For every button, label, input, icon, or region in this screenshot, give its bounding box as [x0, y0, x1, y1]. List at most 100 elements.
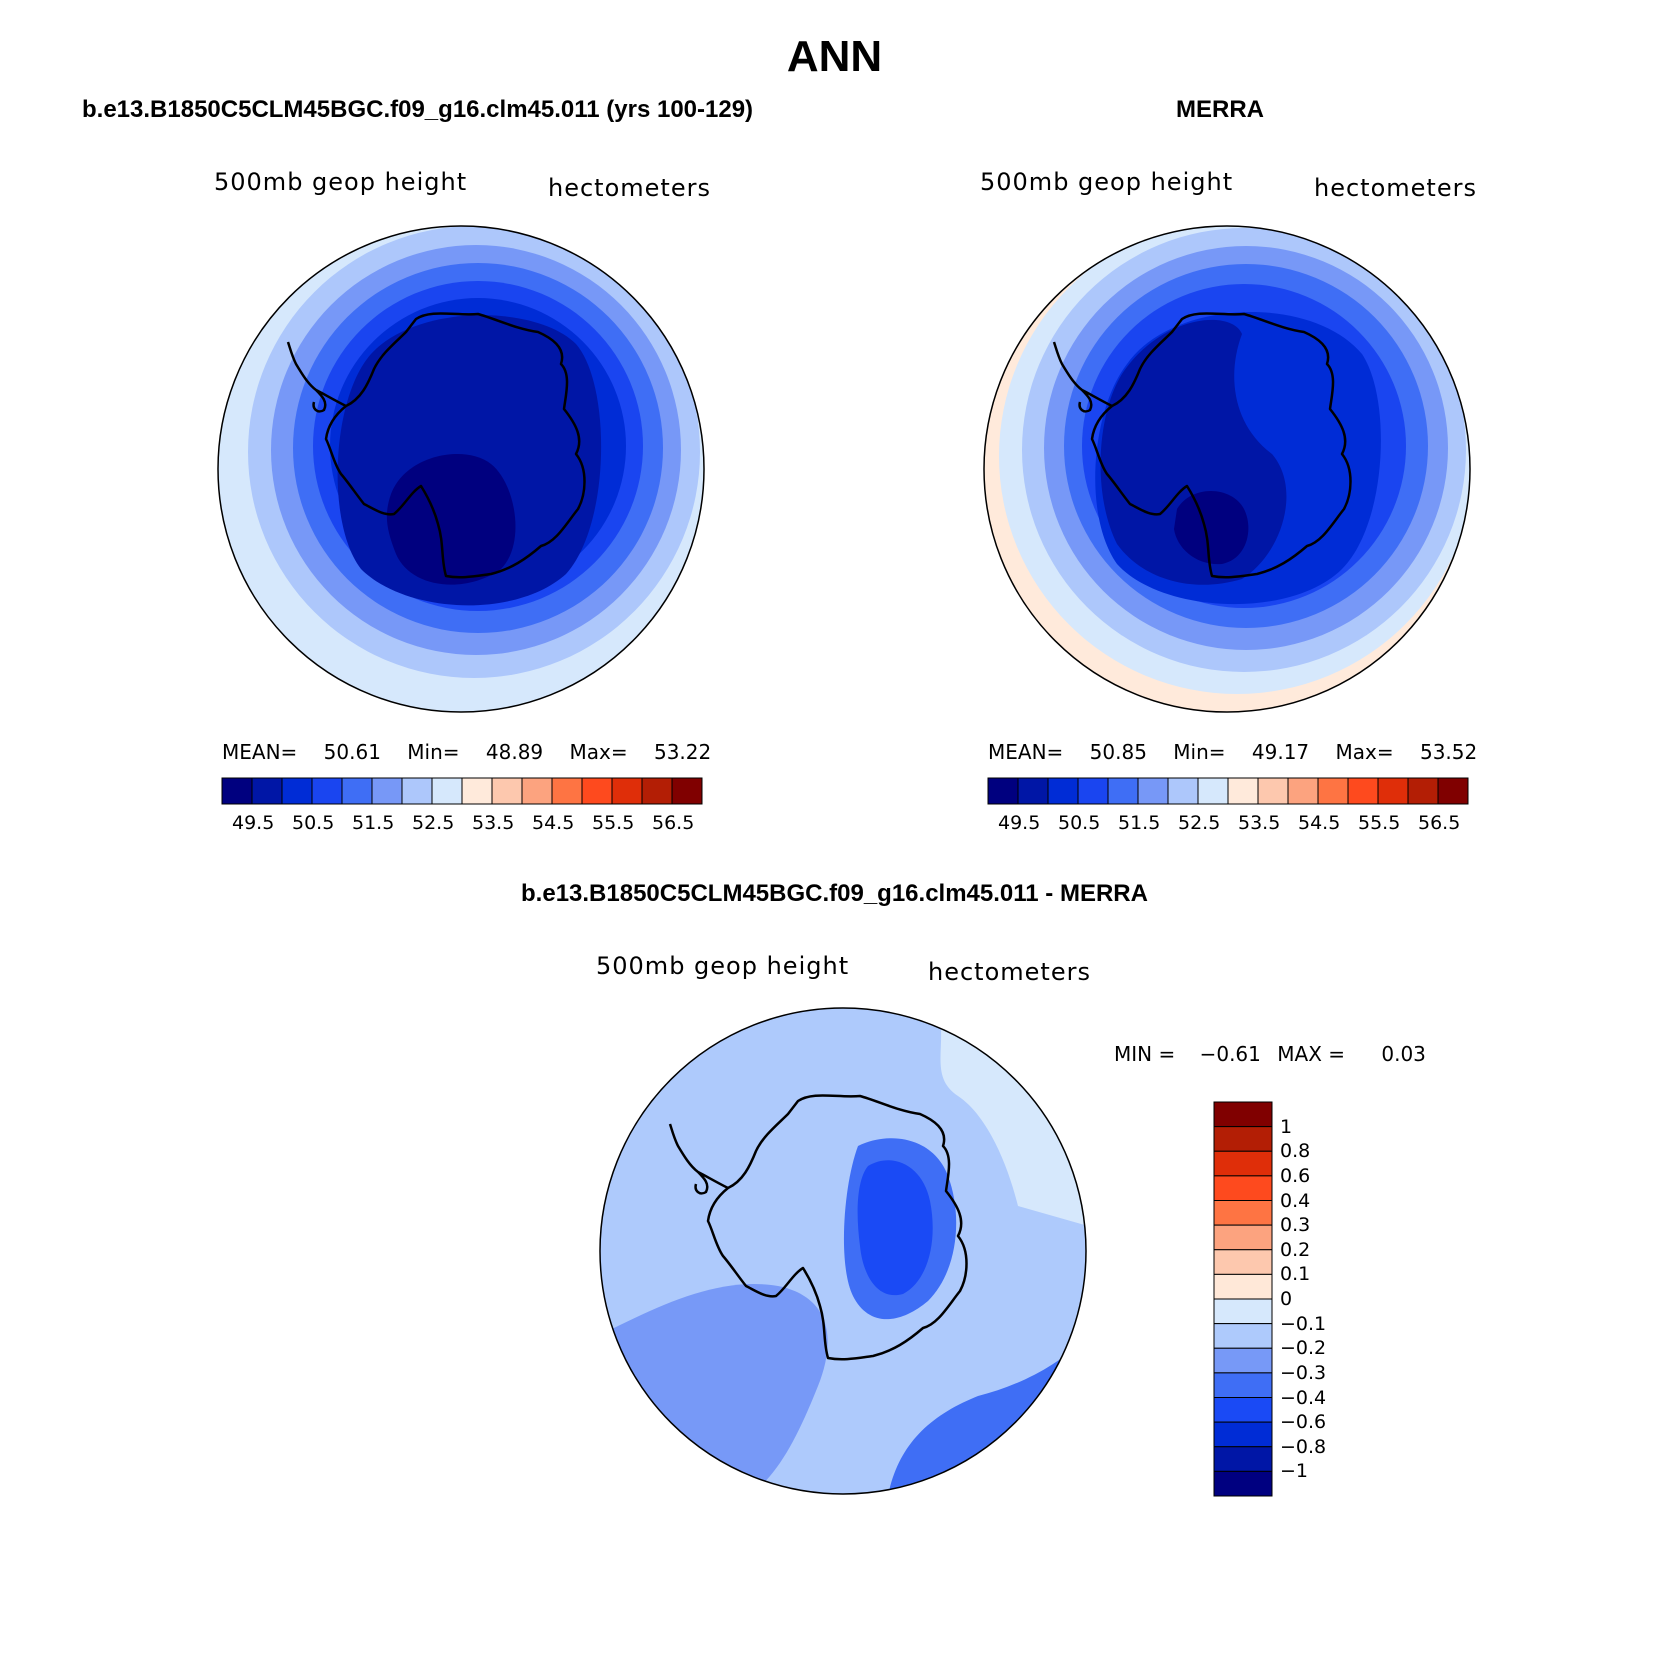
panel1-colorbar-tick-label: 51.5 — [352, 812, 395, 834]
panel3-colorbar-tick-label: −0.2 — [1280, 1337, 1327, 1360]
panel1-band-8 — [386, 454, 516, 585]
panel2-colorbar-swatch-5 — [1137, 777, 1169, 805]
panel1-colorbar-swatch-3 — [311, 777, 343, 805]
panel3-colorbar-tick-label: 0.2 — [1280, 1238, 1311, 1261]
panel1-mean-value: 50.61 — [323, 740, 381, 764]
panel1-colorbar-swatch-0 — [221, 777, 253, 805]
panel1-min-value: 48.89 — [485, 740, 544, 764]
panel3-colorbar-tick-label: 1 — [1280, 1115, 1293, 1138]
panel3-colorbar-swatch-5 — [1213, 1224, 1273, 1251]
panel1-colorbar-swatch-8 — [461, 777, 493, 805]
panel2-colorbar-tick-label: 51.5 — [1118, 812, 1161, 834]
panel3-min-label: MIN = — [1114, 1042, 1176, 1066]
panel1-colorbar-tick-label: 55.5 — [592, 812, 635, 834]
panel3-colorbar-tick-label: 0.1 — [1280, 1263, 1311, 1286]
panel1-min-label: Min= — [407, 740, 460, 764]
panel2-colorbar-tick-label: 55.5 — [1358, 812, 1401, 834]
panel2-variable-label: 500mb geop height — [980, 168, 1234, 196]
panel2-peninsula — [1052, 341, 1113, 413]
panel1-colorbar-swatch-13 — [611, 777, 643, 805]
panel3-min-value: −0.61 — [1199, 1042, 1261, 1066]
panel3-max-label: MAX = — [1277, 1042, 1346, 1066]
panel1-title: b.e13.B1850C5CLM45BGC.f09_g16.clm45.011 … — [82, 96, 754, 123]
panel2-colorbar-swatch-10 — [1287, 777, 1319, 805]
panel2-colorbar-swatch-2 — [1047, 777, 1079, 805]
panel3-colorbar-tick-label: −1 — [1280, 1460, 1309, 1483]
panel3-colorbar-tick-label: −0.6 — [1280, 1411, 1327, 1434]
panel1-colorbar-swatch-12 — [581, 777, 613, 805]
panel2-max-value: 53.52 — [1419, 740, 1478, 764]
panel2-colorbar-tick-label: 53.5 — [1238, 812, 1281, 834]
panel3-colorbar-swatch-11 — [1213, 1372, 1273, 1398]
panel1-colorbar-swatch-5 — [371, 777, 403, 805]
panel1-colorbar-swatch-10 — [521, 777, 553, 805]
panel1-colorbar-swatch-1 — [251, 777, 283, 805]
panel2-colorbar-swatch-8 — [1227, 777, 1259, 805]
panel2-colorbar-swatch-7 — [1197, 777, 1229, 805]
panel3-title: b.e13.B1850C5CLM45BGC.f09_g16.clm45.011 … — [521, 880, 1148, 907]
panel1-colorbar-tick-label: 54.5 — [532, 812, 575, 834]
panel3-peninsula — [668, 1123, 729, 1195]
panel2-max-label: Max= — [1335, 740, 1394, 764]
panel1-mean-label: MEAN= — [222, 740, 298, 764]
panel3-map-outline — [599, 1007, 1087, 1495]
panel1-max-value: 53.22 — [653, 740, 712, 764]
panel2-map-outline — [983, 225, 1471, 713]
panel1-colorbar-tick-label: 52.5 — [412, 812, 455, 834]
panel1-colorbar-swatch-9 — [491, 777, 523, 805]
panel2-colorbar-swatch-11 — [1317, 777, 1349, 805]
panel2-title: MERRA — [1176, 96, 1264, 123]
panel2-polar-map — [983, 225, 1471, 713]
panel1-colorbar-tick-label: 49.5 — [232, 812, 275, 834]
panel3-colorbar-swatch-2 — [1213, 1150, 1273, 1177]
panel2-colorbar-swatch-3 — [1077, 777, 1109, 805]
panel3-colorbar-swatch-0 — [1213, 1101, 1273, 1128]
panel3-colorbar-swatch-13 — [1213, 1421, 1273, 1448]
panel3-colorbar-swatch-15 — [1213, 1470, 1273, 1497]
panel3-colorbar-swatch-8 — [1213, 1298, 1273, 1325]
panel3-colorbar-tick-label: 0.3 — [1280, 1214, 1311, 1237]
panel3-polar-map — [599, 1007, 1087, 1495]
panel2-colorbar-tick-label: 49.5 — [998, 812, 1041, 834]
panel3-colorbar-tick-label: 0.6 — [1280, 1164, 1311, 1187]
panel2-colorbar-swatch-9 — [1257, 777, 1289, 805]
panel2-colorbar-swatch-14 — [1407, 777, 1439, 805]
panel3-colorbar-swatch-6 — [1213, 1249, 1273, 1275]
panel3-colorbar-swatch-12 — [1213, 1397, 1273, 1423]
panel3-colorbar-swatch-9 — [1213, 1323, 1273, 1349]
panel3-variable-label: 500mb geop height — [596, 952, 850, 980]
panel1-colorbar-swatch-11 — [551, 777, 583, 805]
panel3-colorbar-tick-label: −0.3 — [1280, 1361, 1327, 1384]
panel3-colorbar-tick-label: 0.4 — [1280, 1189, 1311, 1212]
panel2-colorbar-tick-label: 50.5 — [1058, 812, 1101, 834]
panel1-polar-map — [217, 225, 705, 713]
panel2-units-label: hectometers — [1314, 174, 1477, 202]
panel3-colorbar-tick-label: 0 — [1280, 1288, 1293, 1310]
panel2-min-label: Min= — [1173, 740, 1226, 764]
panel2-colorbar-swatch-15 — [1437, 777, 1469, 805]
panel3-colorbar-swatch-1 — [1213, 1126, 1273, 1152]
panel3-max-value: 0.03 — [1381, 1042, 1426, 1066]
panel1-colorbar-tick-label: 56.5 — [652, 812, 695, 834]
panel2-mean-value: 50.85 — [1089, 740, 1147, 764]
panel2-colorbar-swatch-13 — [1377, 777, 1409, 805]
panel1-colorbar-swatch-4 — [341, 777, 373, 805]
panel2-min-value: 49.17 — [1251, 740, 1310, 764]
panel3-stats: MIN = −0.61 MAX = 0.03 — [1114, 1042, 1426, 1066]
panel2-colorbar-swatch-1 — [1017, 777, 1049, 805]
panel1-colorbar-tick-label: 50.5 — [292, 812, 335, 834]
panel3-colorbar-tick-label: −0.4 — [1280, 1386, 1327, 1409]
panel3-colorbar-tick-label: 0.8 — [1280, 1140, 1311, 1163]
panel2-colorbar-swatch-4 — [1107, 777, 1139, 805]
panel1-map-outline — [217, 225, 705, 713]
panel2-stats: MEAN= 50.85 Min= 49.17 Max= 53.52 — [988, 740, 1477, 764]
panel3-colorbar-swatch-7 — [1213, 1273, 1273, 1300]
panel3-units-label: hectometers — [928, 958, 1091, 986]
panel3-colorbar-tick-label: −0.1 — [1280, 1312, 1327, 1335]
panel2-colorbar-labels: 49.5 50.5 51.5 52.5 53.5 54.5 55.5 56.5 — [988, 812, 1468, 836]
panel1-colorbar-swatch-14 — [641, 777, 673, 805]
panel1-colorbar-swatch-2 — [281, 777, 313, 805]
panel2-colorbar — [987, 777, 1469, 805]
panel1-units-label: hectometers — [548, 174, 711, 202]
panel1-colorbar-swatch-15 — [671, 777, 703, 805]
